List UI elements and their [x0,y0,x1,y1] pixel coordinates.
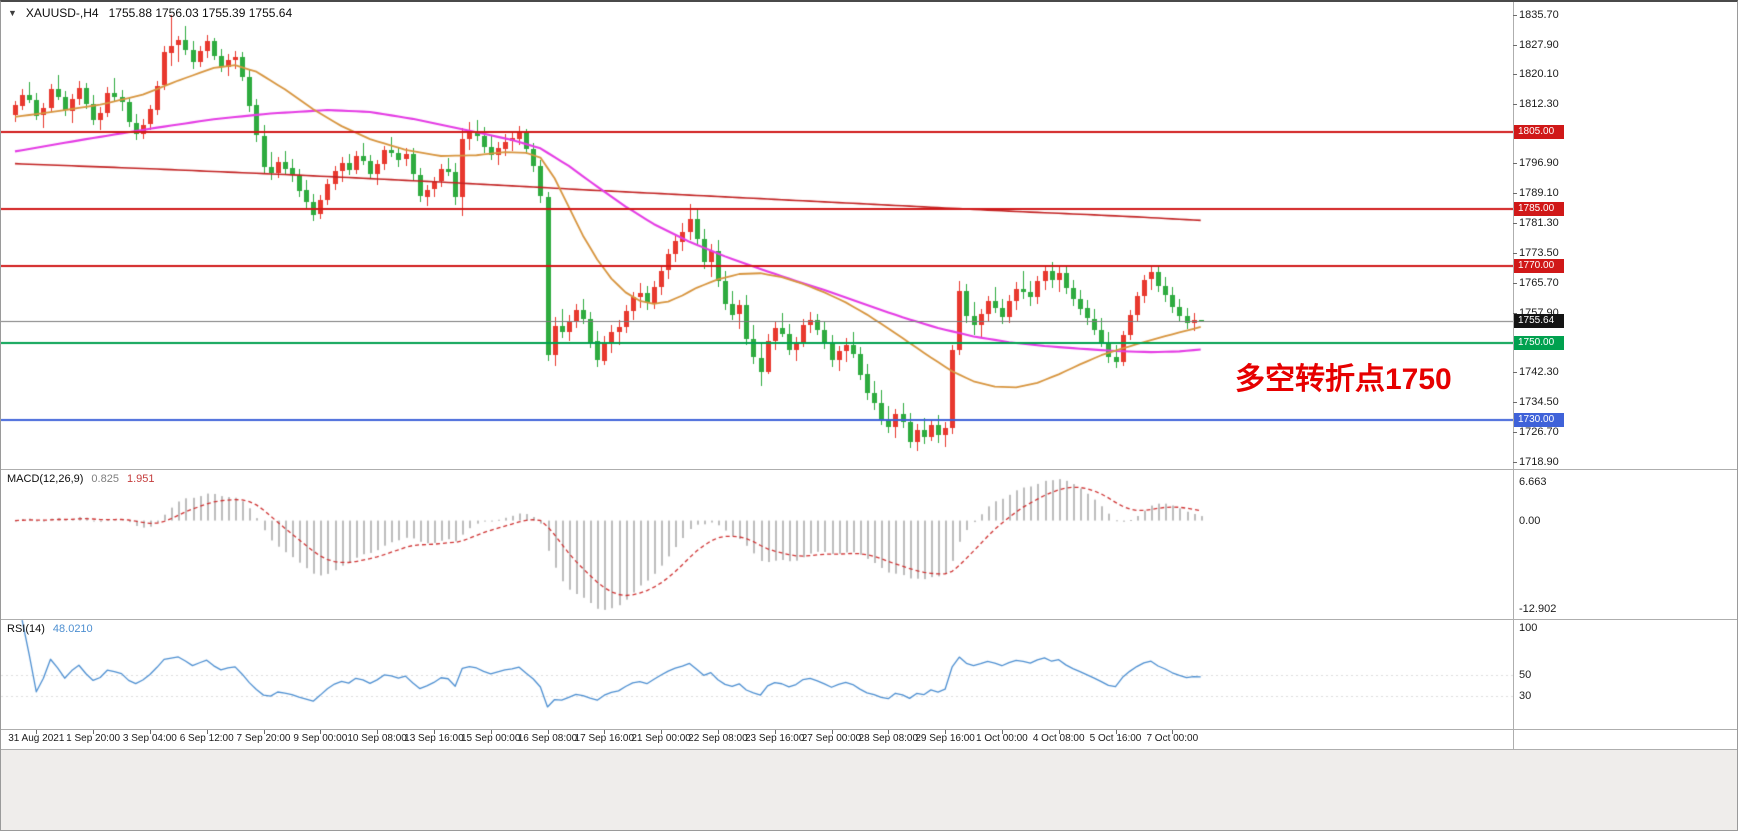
time-axis-tick [207,730,208,734]
time-axis-label: 17 Sep 16:00 [574,733,635,744]
time-axis-tick [1002,730,1003,734]
price-axis-label: 1796.90 [1519,157,1559,170]
collapse-icon[interactable]: ▼ [8,8,17,18]
macd-axis-label-bottom: -12.902 [1519,603,1557,615]
chart-title: ▼ XAUUSD-,H4 1755.88 1756.03 1755.39 1755.… [8,6,292,20]
time-axis-tick [1116,730,1117,734]
macd-axis-label-top: 6.663 [1519,476,1547,488]
macd-value-main: 0.825 [91,473,119,485]
time-axis-tick [93,730,94,734]
rsi-indicator-label: RSI(14) 48.0210 [7,623,93,635]
rsi-axis-label: 50 [1519,668,1532,681]
rsi-value: 48.0210 [52,623,93,635]
macd-value-signal: 1.951 [126,473,155,485]
time-axis-tick [377,730,378,734]
time-axis-label: 3 Sep 04:00 [122,733,177,744]
rsi-axis-label: 30 [1519,690,1532,703]
time-axis-label: 21 Sep 00:00 [631,733,691,744]
time-axis-tick [434,730,435,734]
time-axis-tick [264,730,265,734]
time-axis-tick [604,730,605,734]
time-axis-tick [491,730,492,734]
price-axis-label: 1718.90 [1519,456,1559,469]
time-axis-label: 9 Sep 00:00 [293,733,348,744]
price-level-tag: 1805.00 [1514,125,1564,140]
time-axis-tick [150,730,151,734]
time-axis-label: 29 Sep 16:00 [915,733,975,744]
macd-panel-separator [1,469,1737,470]
price-axis-label: 1773.50 [1519,246,1559,259]
symbol-timeframe: XAUUSD-,H4 [25,6,99,20]
price-axis-label: 1812.30 [1519,98,1559,111]
price-level-tag: 1730.00 [1514,412,1564,427]
time-axis-label: 31 Aug 2021 [8,733,65,744]
price-axis-label: 1765.70 [1519,276,1559,289]
time-axis-label: 7 Oct 00:00 [1146,733,1199,744]
time-axis-label: 15 Sep 00:00 [460,733,521,744]
window-bottom-area [1,749,1737,830]
time-axis-label: 5 Oct 16:00 [1089,733,1142,744]
time-axis-tick [775,730,776,734]
time-axis-separator [1,729,1737,730]
time-axis-label: 27 Sep 00:00 [801,733,862,744]
time-axis-label: 16 Sep 08:00 [517,733,578,744]
time-axis-tick [718,730,719,734]
price-level-tag: 1785.00 [1514,201,1564,216]
time-axis-tick [945,730,946,734]
price-level-tag: 1750.00 [1514,335,1564,350]
price-axis-label: 1726.70 [1519,426,1559,439]
time-axis-label: 23 Sep 16:00 [744,733,805,744]
time-axis-tick [888,730,889,734]
price-level-tag: 1770.00 [1514,259,1564,274]
macd-indicator-label: MACD(12,26,9) 0.825 1.951 [7,473,154,485]
price-axis-label: 1827.90 [1519,38,1559,51]
current-price-tag: 1755.64 [1514,314,1564,329]
time-axis-tick [36,730,37,734]
rsi-label-text: RSI(14) [7,623,45,635]
time-axis-label: 22 Sep 08:00 [688,733,748,744]
time-axis-label: 7 Sep 20:00 [236,733,291,744]
macd-label-text: MACD(12,26,9) [7,473,84,485]
time-axis-label: 28 Sep 08:00 [858,733,919,744]
time-axis-label: 10 Sep 08:00 [347,733,407,744]
price-axis-label: 1781.30 [1519,217,1559,230]
time-axis-label: 6 Sep 12:00 [179,733,234,744]
time-axis-tick [832,730,833,734]
rsi-panel-separator [1,619,1737,620]
time-axis-tick [548,730,549,734]
macd-axis-label-zero: 0.00 [1519,514,1541,527]
time-axis-label: 13 Sep 16:00 [404,733,464,744]
price-axis-label: 1757.90 [1519,306,1559,319]
price-axis-label: 1742.30 [1519,366,1559,379]
price-axis-label: 1734.50 [1519,396,1559,409]
price-axis-label: 1820.10 [1519,68,1559,81]
rsi-axis-label: 100 [1519,622,1538,634]
time-axis-tick [1059,730,1060,734]
price-axis-label: 1835.70 [1519,8,1559,21]
price-axis-separator [1513,2,1514,749]
time-axis-label: 1 Oct 00:00 [976,733,1028,744]
price-annotation: 多空转折点1750 [1235,363,1452,396]
price-axis-label: 1789.10 [1519,187,1559,200]
time-axis-tick [320,730,321,734]
ohlc-values: 1755.88 1756.03 1755.39 1755.64 [108,6,293,20]
time-axis-tick [661,730,662,734]
time-axis-tick [1172,730,1173,734]
time-axis-label: 1 Sep 20:00 [66,733,121,744]
time-axis-label: 4 Oct 08:00 [1032,733,1085,744]
price-chart-canvas[interactable] [1,2,1513,729]
